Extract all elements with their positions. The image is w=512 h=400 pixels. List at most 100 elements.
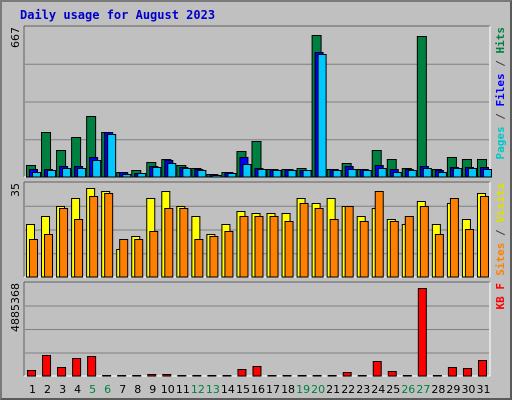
bar-sites-31 [479, 196, 489, 278]
bar-pages-24 [377, 168, 387, 178]
bar-kbytes-27 [417, 288, 427, 377]
bar-kbytes-1 [27, 370, 36, 377]
chart-title: Daily usage for August 2023 [20, 8, 216, 22]
bar-kbytes-20 [312, 375, 322, 377]
bar-kbytes-19 [297, 375, 307, 377]
legend-text: Sites / Visits [494, 183, 507, 276]
legend-files: Files [494, 73, 507, 106]
bar-kbytes-18 [282, 375, 292, 377]
x-tick-label-29: 29 [446, 383, 460, 396]
x-tick-label-8: 8 [134, 383, 141, 396]
x-tick-label-13: 13 [206, 383, 220, 396]
x-tick-label-16: 16 [251, 383, 265, 396]
bar-pages-30 [467, 168, 477, 178]
bar-pages-10 [167, 163, 177, 178]
x-tick-label-3: 3 [59, 383, 66, 396]
bar-sites-9 [149, 231, 159, 278]
bar-sites-27 [419, 206, 429, 278]
bar-pages-7 [122, 174, 132, 178]
y-max-label: 667 [9, 27, 22, 48]
x-tick-label-4: 4 [74, 383, 81, 396]
x-tick-label-25: 25 [386, 383, 400, 396]
x-tick-label-18: 18 [281, 383, 295, 396]
bar-sites-3 [59, 208, 69, 278]
bar-hits-27 [416, 36, 427, 178]
bar-pages-22 [347, 169, 357, 178]
x-tick-label-23: 23 [356, 383, 370, 396]
legend-text: Pages / Files / Hits [494, 27, 507, 160]
bar-kbytes-28 [432, 375, 442, 377]
bar-sites-4 [74, 219, 84, 278]
legend-sites: Sites [494, 243, 507, 276]
x-tick-label-15: 15 [236, 383, 250, 396]
bar-sites-10 [164, 208, 174, 278]
bar-kbytes-7 [117, 375, 127, 377]
legend-visits: Visits [494, 183, 507, 223]
bar-sites-11 [179, 208, 189, 278]
bar-kbytes-26 [402, 375, 412, 377]
bar-kbytes-13 [207, 375, 217, 377]
bar-sites-20 [314, 208, 324, 278]
bar-kbytes-3 [57, 367, 67, 377]
bar-kbytes-14 [222, 375, 232, 377]
bar-pages-20 [317, 54, 327, 178]
bar-pages-19 [302, 170, 312, 178]
bar-kbytes-29 [447, 367, 457, 377]
legend-pages: Pages [494, 126, 507, 159]
bar-kbytes-21 [327, 375, 337, 377]
bar-pages-12 [197, 170, 207, 178]
bar-pages-8 [137, 173, 147, 178]
legend-text: KB F [494, 283, 507, 310]
y-max-label: 4885368 [9, 283, 22, 332]
bar-sites-19 [299, 203, 309, 278]
bar-kbytes-31 [477, 360, 487, 377]
x-tick-label-11: 11 [176, 383, 190, 396]
x-tick-label-21: 21 [326, 383, 340, 396]
bar-pages-5 [92, 160, 102, 178]
bar-pages-13 [212, 175, 222, 178]
bar-sites-18 [284, 221, 294, 278]
bar-sites-14 [224, 231, 234, 278]
x-tick-label-17: 17 [266, 383, 280, 396]
bar-pages-14 [227, 173, 237, 178]
x-tick-label-26: 26 [401, 383, 415, 396]
bar-kbytes-9 [147, 374, 157, 377]
bar-kbytes-5 [87, 356, 97, 377]
bar-pages-1 [32, 172, 41, 178]
bar-sites-1 [29, 239, 38, 278]
bar-kbytes-6 [102, 375, 112, 377]
bar-kbytes-23 [357, 375, 367, 377]
x-tick-label-31: 31 [476, 383, 490, 396]
bar-pages-9 [152, 167, 162, 178]
bar-sites-12 [194, 239, 204, 278]
x-tick-label-24: 24 [371, 383, 385, 396]
bar-pages-11 [182, 168, 192, 178]
bar-pages-4 [77, 168, 87, 178]
bar-pages-17 [272, 170, 282, 178]
bar-sites-29 [449, 198, 459, 278]
bar-sites-21 [329, 219, 339, 278]
x-tick-label-2: 2 [44, 383, 51, 396]
x-tick-label-30: 30 [461, 383, 475, 396]
bar-kbytes-16 [252, 366, 262, 377]
bar-kbytes-24 [372, 361, 382, 377]
bar-sites-16 [254, 216, 264, 278]
legend-hits: Hits [494, 27, 507, 54]
bar-sites-28 [434, 234, 444, 278]
bar-sites-25 [389, 221, 399, 278]
bar-sites-7 [119, 239, 129, 278]
bar-kbytes-17 [267, 375, 277, 377]
bar-kbytes-12 [192, 375, 202, 377]
bar-pages-28 [437, 172, 447, 178]
bar-sites-6 [104, 193, 114, 278]
bar-pages-15 [242, 164, 252, 178]
bar-kbytes-15 [237, 369, 247, 377]
x-tick-label-1: 1 [29, 383, 36, 396]
bar-pages-18 [287, 170, 297, 178]
bar-pages-6 [107, 134, 117, 178]
bar-sites-8 [134, 239, 144, 278]
bar-pages-3 [62, 168, 72, 178]
x-tick-label-7: 7 [119, 383, 126, 396]
bar-sites-30 [464, 229, 474, 278]
bar-pages-16 [257, 169, 267, 178]
